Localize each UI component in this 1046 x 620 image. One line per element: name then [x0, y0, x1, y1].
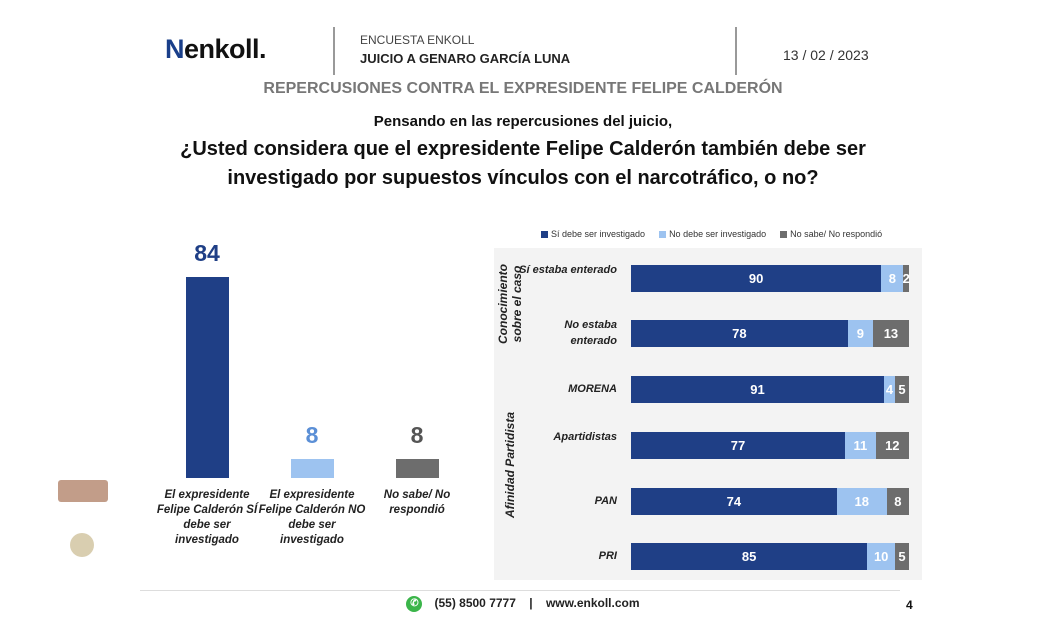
question-intro: Pensando en las repercusiones del juicio…: [373, 113, 673, 130]
data-label: 8: [305, 421, 319, 448]
section-subtitle: REPERCUSIONES CONTRA EL EXPRESIDENTE FEL…: [263, 80, 783, 97]
legend-item-ns: No sabe/ No respondió: [780, 229, 882, 239]
logo-seal: [58, 480, 108, 502]
whatsapp-icon: ✆: [406, 596, 423, 612]
divider: [333, 27, 335, 75]
bar-segment: 9: [847, 320, 873, 347]
row-label: No estaba enterado: [564, 319, 617, 347]
question-text: ¿Usted considera que el expresidente Fel…: [180, 138, 866, 189]
bar-segment: 13: [872, 320, 909, 347]
enkoll-logo: Nenkoll.: [165, 34, 267, 64]
date: 13 / 02 / 2023: [783, 47, 869, 63]
footer-divider: [140, 590, 900, 591]
row-label: Apartidistas: [553, 431, 617, 443]
row-label: PRI: [598, 550, 617, 562]
data-label: 8: [410, 421, 424, 448]
category-label: No sabe/ No respondió: [383, 489, 451, 516]
data-label: 84: [194, 240, 220, 266]
website-link[interactable]: www.enkoll.com: [545, 596, 640, 611]
bar-segment: 5: [895, 543, 909, 570]
bar-segment: 74: [631, 488, 837, 515]
divider: [735, 27, 737, 75]
bar-segment: 91: [631, 376, 884, 403]
bar-segment: 90: [631, 265, 882, 292]
row-label: Sí estaba enterado: [519, 264, 617, 276]
row-label: PAN: [594, 495, 617, 507]
bar-segment: 4: [883, 376, 896, 403]
bar-segment: 10: [867, 543, 896, 570]
bar: [396, 458, 439, 478]
page-number: 4: [906, 598, 913, 612]
bar-segment: 11: [845, 432, 876, 459]
bar-segment: 78: [631, 320, 848, 347]
bar-segment: 18: [836, 488, 887, 515]
legend-item-no: No debe ser investigado: [659, 229, 766, 239]
bar-segment: 85: [631, 543, 868, 570]
bar: [186, 277, 229, 478]
category-label: El expresidente Felipe Calderón SÍ debe …: [156, 489, 258, 546]
category-label: El expresidente Felipe Calderón NO debe …: [258, 489, 366, 546]
breakdown-panel: [494, 248, 922, 580]
bar: [291, 458, 334, 478]
bar-segment: 5: [895, 376, 909, 403]
legend-item-si: Sí debe ser investigado: [541, 229, 645, 239]
survey-label: ENCUESTA ENKOLL: [360, 33, 475, 47]
bar-segment: 8: [881, 265, 904, 292]
row-label: MORENA: [568, 383, 617, 395]
legend: Sí debe ser investigado No debe ser inve…: [541, 229, 882, 239]
footer: ✆ (55) 8500 7777 | www.enkoll.com: [0, 596, 1046, 612]
bar-segment: 77: [631, 432, 846, 459]
bar-segment: 12: [875, 432, 909, 459]
emblem-icon: [70, 533, 94, 557]
bar-segment: 8: [886, 488, 909, 515]
bar-segment: 2: [903, 265, 910, 292]
survey-title: JUICIO A GENARO GARCÍA LUNA: [360, 51, 571, 66]
